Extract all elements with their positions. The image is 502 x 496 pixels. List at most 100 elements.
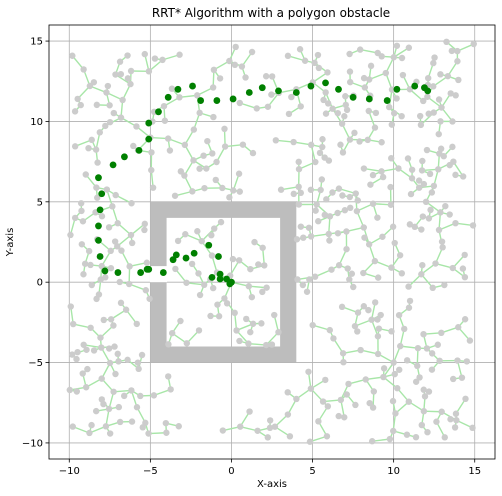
tree-node bbox=[110, 322, 117, 329]
tree-node bbox=[233, 327, 240, 334]
tree-node bbox=[416, 374, 423, 381]
tree-node bbox=[380, 373, 387, 381]
tree-node bbox=[71, 214, 79, 222]
tree-node bbox=[374, 333, 382, 340]
tree-node bbox=[369, 200, 377, 207]
path-point bbox=[258, 84, 266, 92]
path-point bbox=[213, 97, 221, 104]
tree-node bbox=[469, 222, 477, 229]
tree-node bbox=[420, 330, 427, 338]
tree-node bbox=[98, 262, 105, 270]
tree-node bbox=[246, 408, 253, 415]
tree-node bbox=[86, 82, 94, 90]
tree-node bbox=[419, 213, 427, 220]
tree-node bbox=[356, 138, 363, 145]
tree-node bbox=[128, 418, 136, 425]
tree-node bbox=[449, 264, 456, 272]
tree-node bbox=[398, 270, 406, 277]
tree-node bbox=[371, 299, 379, 306]
path-point bbox=[393, 85, 401, 93]
tree-node bbox=[160, 102, 168, 110]
tree-node bbox=[223, 300, 231, 307]
tree-node bbox=[361, 84, 369, 91]
tree-node bbox=[175, 423, 182, 430]
tree-node bbox=[315, 418, 322, 425]
tree-node bbox=[148, 149, 155, 156]
tree-node bbox=[195, 270, 202, 277]
tree-node bbox=[295, 201, 303, 208]
tree-node bbox=[117, 114, 125, 121]
tree-node bbox=[374, 49, 381, 57]
tree-node bbox=[119, 96, 126, 104]
tree-node bbox=[251, 238, 258, 246]
tree-node bbox=[181, 172, 188, 179]
tree-node bbox=[441, 434, 448, 441]
path-point-inner bbox=[215, 253, 222, 260]
tree-node bbox=[371, 124, 379, 131]
tree-node bbox=[137, 392, 144, 400]
tree-node bbox=[356, 46, 364, 53]
tree-node bbox=[451, 424, 459, 431]
tree-node bbox=[343, 391, 350, 398]
tree-node bbox=[258, 320, 265, 327]
tree-node bbox=[387, 183, 394, 191]
tree-node bbox=[284, 389, 291, 396]
tree-node bbox=[452, 92, 459, 99]
tree-node bbox=[249, 320, 257, 327]
tree-node bbox=[452, 219, 459, 227]
path-point bbox=[98, 190, 106, 198]
tree-node bbox=[390, 54, 397, 61]
tree-node bbox=[432, 260, 439, 267]
tree-node bbox=[453, 417, 460, 424]
axis-ticks: −10 −5 0 5 10 15 −10 −5 0 5 10 15 bbox=[22, 37, 481, 477]
tree-node bbox=[231, 61, 239, 69]
tree-node bbox=[78, 241, 86, 248]
tree-node bbox=[436, 357, 443, 365]
tree-node bbox=[268, 341, 276, 348]
tree-node bbox=[110, 109, 118, 117]
tree-node bbox=[141, 220, 149, 228]
tree-node bbox=[395, 311, 403, 319]
tree-node bbox=[159, 56, 166, 64]
tree-node bbox=[294, 276, 301, 283]
y-tick-label: 10 bbox=[30, 117, 43, 128]
tree-node bbox=[408, 166, 416, 173]
tree-node bbox=[88, 281, 95, 289]
path-point bbox=[411, 82, 419, 90]
tree-node bbox=[73, 388, 81, 395]
tree-node bbox=[388, 86, 396, 93]
path-point bbox=[335, 85, 342, 93]
tree-node bbox=[165, 341, 172, 348]
tree-node bbox=[322, 376, 329, 384]
tree-node bbox=[209, 150, 216, 157]
path-point bbox=[137, 269, 145, 276]
tree-node bbox=[369, 404, 377, 411]
tree-node bbox=[353, 207, 361, 215]
tree-node bbox=[312, 207, 319, 214]
tree-node bbox=[104, 82, 112, 90]
tree-node bbox=[290, 138, 297, 146]
tree-node bbox=[93, 295, 100, 303]
tree-node bbox=[115, 403, 123, 411]
tree-node bbox=[422, 198, 430, 206]
tree-node bbox=[391, 239, 398, 247]
tree-node bbox=[142, 287, 150, 294]
tree-node bbox=[346, 276, 353, 283]
tree-node bbox=[151, 55, 159, 62]
tree-node bbox=[360, 303, 368, 310]
tree-node bbox=[405, 398, 413, 405]
tree-node bbox=[338, 120, 346, 127]
tree-node bbox=[229, 255, 237, 263]
best-path bbox=[95, 79, 432, 288]
tree-node bbox=[337, 396, 345, 404]
tree-node bbox=[377, 311, 384, 319]
tree-node bbox=[235, 170, 243, 177]
tree-node bbox=[117, 70, 125, 78]
tree-node bbox=[209, 284, 217, 292]
tree-node bbox=[399, 71, 407, 79]
tree-node bbox=[262, 73, 270, 80]
tree-node bbox=[430, 83, 437, 90]
tree-node bbox=[312, 158, 319, 166]
tree-node bbox=[462, 395, 469, 403]
x-tick-label: 15 bbox=[468, 466, 481, 477]
